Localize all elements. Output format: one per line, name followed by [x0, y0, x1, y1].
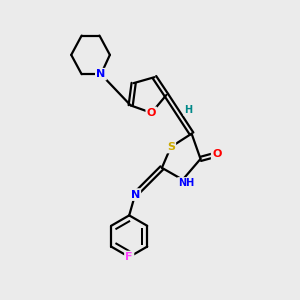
- Text: N: N: [96, 69, 106, 79]
- Text: O: O: [147, 108, 156, 118]
- Text: S: S: [167, 142, 175, 152]
- Text: O: O: [212, 149, 222, 160]
- Text: F: F: [125, 252, 133, 262]
- Text: H: H: [184, 105, 193, 115]
- Text: N: N: [130, 190, 140, 200]
- Text: NH: NH: [178, 178, 194, 188]
